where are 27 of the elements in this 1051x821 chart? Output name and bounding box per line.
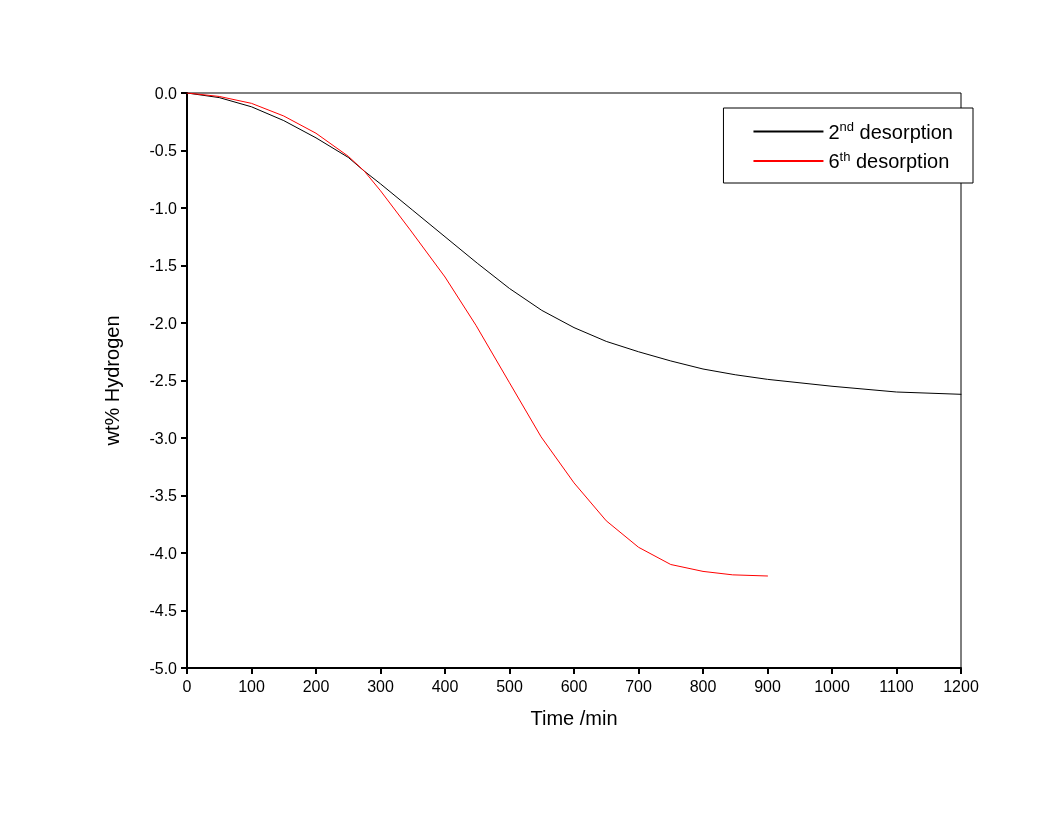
y-tick-label: -0.5	[149, 142, 178, 159]
x-tick-label: 400	[431, 677, 459, 695]
y-tick-label: -1.0	[149, 199, 178, 217]
y-tick-label: 0.0	[154, 84, 178, 102]
y-axis-title: wt% Hydrogen	[101, 315, 123, 447]
y-tick-label: -2.0	[149, 314, 178, 332]
y-tick-label: -1.5	[149, 257, 178, 274]
x-tick-label: 1200	[943, 677, 979, 695]
x-tick-label: 1100	[879, 677, 914, 695]
y-tick-label: -3.0	[149, 429, 178, 447]
x-tick-label: 300	[367, 677, 394, 695]
x-axis-title: Time /min	[530, 707, 618, 729]
x-tick-label: 600	[560, 677, 588, 695]
y-tick-label: -3.5	[149, 487, 178, 504]
y-tick-label: -2.5	[149, 372, 178, 389]
y-tick-label: -5.0	[149, 659, 178, 677]
x-tick-label: 1000	[814, 677, 850, 695]
y-tick-label: -4.5	[149, 602, 178, 619]
y-tick-label: -4.0	[149, 544, 178, 562]
x-tick-label: 900	[754, 677, 781, 695]
x-tick-label: 500	[496, 677, 523, 695]
x-tick-label: 800	[689, 677, 717, 695]
x-tick-label: 200	[302, 677, 330, 695]
x-tick-label: 700	[625, 677, 652, 695]
x-tick-label: 0	[182, 677, 192, 695]
line-series	[186, 92, 768, 577]
x-tick-label: 100	[238, 677, 265, 695]
